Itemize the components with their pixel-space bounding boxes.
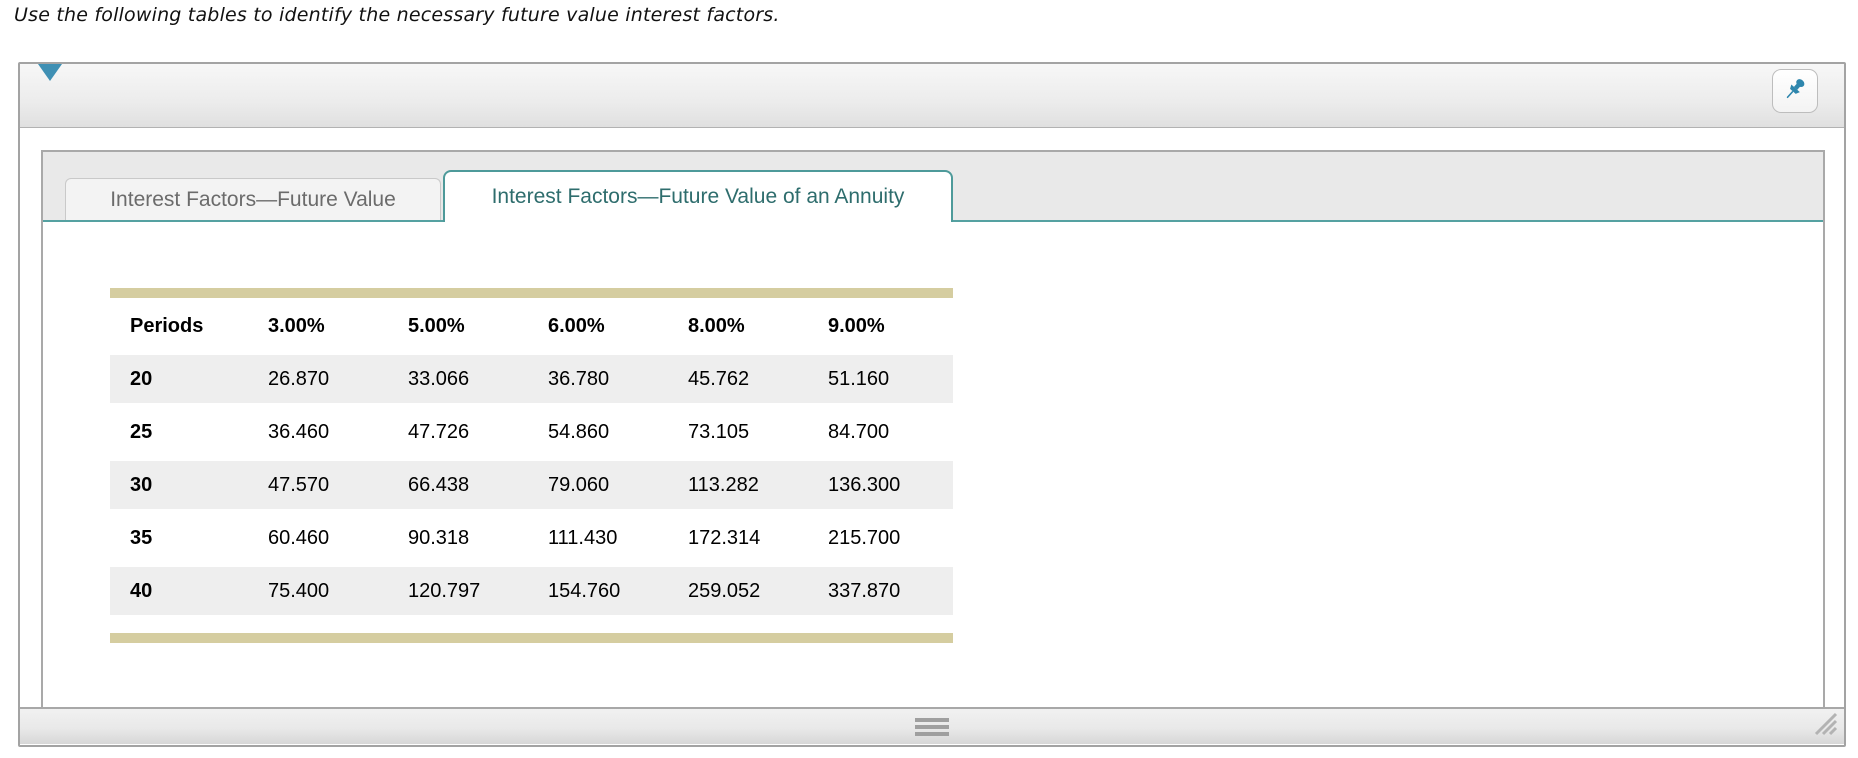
cell-period: 20	[110, 355, 248, 403]
collapse-button[interactable]	[36, 63, 62, 99]
cell-value: 66.438	[388, 461, 528, 509]
cell-value: 36.780	[528, 355, 668, 403]
table-row: 30 47.570 66.438 79.060 113.282 136.300	[110, 461, 953, 509]
col-header-rate: 6.00%	[548, 315, 605, 337]
cell-period: 30	[110, 461, 248, 509]
resize-grip-icon[interactable]	[1810, 708, 1838, 741]
table-row: 25 36.460 47.726 54.860 73.105 84.700	[110, 408, 953, 456]
cell-value: 120.797	[388, 567, 528, 615]
cell-value: 79.060	[528, 461, 668, 509]
cell-value: 136.300	[808, 461, 953, 509]
cell-period: 25	[130, 420, 153, 443]
table-header-row: Periods 3.00% 5.00% 6.00% 8.00% 9.00%	[110, 303, 953, 350]
annuity-factor-table: Periods 3.00% 5.00% 6.00% 8.00% 9.00% 20	[110, 288, 953, 643]
cell-value: 90.318	[408, 526, 470, 549]
cell-value: 47.570	[248, 461, 388, 509]
popup-body: Interest Factors—Future Value Interest F…	[20, 128, 1844, 707]
table-row: 35 60.460 90.318 111.430 172.314 215.700	[110, 514, 953, 562]
tab-strip: Interest Factors—Future Value Interest F…	[43, 152, 1823, 222]
instruction-text: Use the following tables to identify the…	[14, 4, 780, 26]
tab-future-value-annuity[interactable]: Interest Factors—Future Value of an Annu…	[443, 170, 953, 222]
cell-value: 111.430	[548, 526, 618, 549]
tab-future-value-label: Interest Factors—Future Value	[110, 187, 396, 211]
cell-value: 60.460	[268, 526, 330, 549]
cell-value: 54.860	[548, 420, 610, 443]
drag-handle-icon[interactable]	[913, 716, 951, 738]
cell-value: 33.066	[388, 355, 528, 403]
cell-value: 172.314	[688, 526, 761, 549]
pushpin-icon	[1780, 74, 1810, 109]
cell-value: 47.726	[408, 420, 470, 443]
cell-period: 35	[130, 526, 153, 549]
triangle-down-icon	[37, 63, 62, 96]
cell-value: 84.700	[828, 420, 890, 443]
cell-value: 259.052	[668, 567, 808, 615]
col-header-rate: 3.00%	[268, 315, 325, 337]
cell-value: 73.105	[688, 420, 750, 443]
cell-value: 51.160	[808, 355, 953, 403]
cell-value: 26.870	[248, 355, 388, 403]
tab-future-value-annuity-label: Interest Factors—Future Value of an Annu…	[491, 185, 905, 208]
cell-value: 45.762	[668, 355, 808, 403]
col-header-rate: 8.00%	[688, 315, 745, 337]
popup-resize-bar	[20, 707, 1844, 744]
cell-value: 75.400	[248, 567, 388, 615]
interest-factor-block: Interest Factors—Future Value Interest F…	[41, 150, 1825, 707]
pin-button[interactable]	[1772, 69, 1818, 113]
tables-popup-panel: Interest Factors—Future Value Interest F…	[18, 62, 1846, 747]
popup-header-bar	[20, 63, 1844, 128]
cell-value: 154.760	[528, 567, 668, 615]
cell-value: 113.282	[668, 461, 808, 509]
cell-value: 215.700	[828, 526, 901, 549]
table-row: 20 26.870 33.066 36.780 45.762 51.160	[110, 355, 953, 403]
table-bottom-rule	[110, 633, 953, 643]
tab-future-value[interactable]: Interest Factors—Future Value	[65, 178, 441, 220]
table-row: 40 75.400 120.797 154.760 259.052 337.87…	[110, 567, 953, 615]
col-header-rate: 9.00%	[828, 315, 885, 337]
table-top-rule	[110, 288, 953, 298]
cell-value: 337.870	[808, 567, 953, 615]
tab-content: Periods 3.00% 5.00% 6.00% 8.00% 9.00% 20	[43, 222, 1823, 643]
col-header-rate: 5.00%	[408, 315, 465, 337]
cell-period: 40	[110, 567, 248, 615]
cell-value: 36.460	[268, 420, 330, 443]
col-header-periods: Periods	[130, 315, 204, 337]
